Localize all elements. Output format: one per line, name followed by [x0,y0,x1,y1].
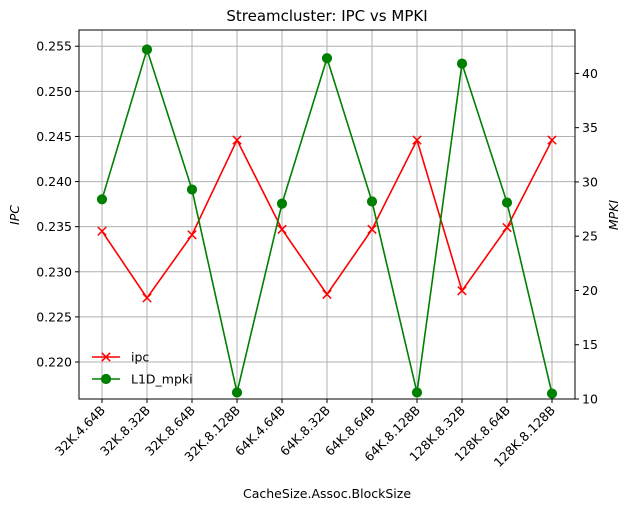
right-y-axis-ticks: 10 15 20 25 30 35 40 [575,66,598,407]
grid [79,30,575,399]
right-y-tick-label: 25 [582,229,598,244]
left-y-tick-label: 0.245 [36,129,72,144]
legend: ipc L1D_mpki [92,350,193,387]
data-point-L1D_mpki [546,388,558,399]
data-point-L1D_mpki [411,387,423,398]
legend-label: L1D_mpki [131,372,193,387]
right-y-tick-label: 15 [582,337,598,352]
data-point-L1D_mpki [501,197,513,208]
data-point-L1D_mpki [456,58,468,69]
data-point-L1D_mpki [276,198,288,209]
left-y-axis-ticks: 0.220 0.225 0.230 0.235 0.240 0.245 0.250 0.255 [36,39,79,370]
right-y-axis-title: MPKI [606,200,621,231]
series-markers [96,44,558,399]
data-point-ipc [277,224,287,235]
right-y-tick-label: 30 [582,174,598,189]
left-y-tick-label: 0.225 [36,309,72,324]
data-point-L1D_mpki [366,196,378,207]
left-y-tick-label: 0.235 [36,219,72,234]
left-y-tick-label: 0.220 [36,355,72,370]
data-point-L1D_mpki [141,44,153,55]
data-point-L1D_mpki [231,387,243,398]
x-axis-ticks: 32K.4.64B32K.8.32B32K.8.64B32K.8.128B64K… [52,399,558,470]
data-point-L1D_mpki [321,53,333,64]
right-y-tick-label: 20 [582,283,598,298]
right-y-tick-label: 10 [582,392,598,407]
data-point-ipc [457,286,467,296]
right-y-tick-label: 40 [582,66,598,81]
left-y-tick-label: 0.240 [36,174,72,189]
data-point-ipc [547,135,557,145]
data-point-ipc [187,230,197,240]
left-y-axis-title: IPC [7,205,22,225]
data-point-ipc [97,226,107,236]
left-y-tick-label: 0.230 [36,264,72,279]
left-y-tick-label: 0.255 [36,39,72,54]
right-y-tick-label: 35 [582,120,598,135]
legend-marker-L1D_mpki [100,373,112,385]
data-point-ipc [322,289,332,300]
data-point-ipc [412,135,422,145]
data-point-ipc [232,135,242,145]
data-point-L1D_mpki [186,184,198,195]
data-point-L1D_mpki [96,194,108,205]
x-axis-title: CacheSize.Assoc.BlockSize [243,486,411,501]
chart-title: Streamcluster: IPC vs MPKI [226,7,427,25]
legend-marker-ipc [101,352,111,362]
legend-label: ipc [131,350,149,365]
data-point-ipc [142,293,152,303]
left-y-tick-label: 0.250 [36,84,72,99]
data-point-ipc [367,224,377,235]
data-point-ipc [502,222,512,233]
